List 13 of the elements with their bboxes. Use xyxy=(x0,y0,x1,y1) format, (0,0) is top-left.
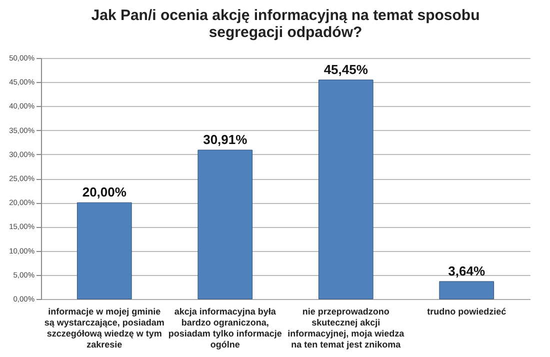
data-label: 20,00% xyxy=(82,184,127,200)
bar xyxy=(76,202,132,300)
x-tick-label: akcja informacyjna była bardzo ograniczona, posiadam tylko informacje ogólne xyxy=(168,306,282,350)
data-label: 30,91% xyxy=(203,132,248,148)
data-label: 45,45% xyxy=(324,62,368,77)
bar xyxy=(198,150,253,300)
bar xyxy=(439,281,494,300)
chart-title: Jak Pan/i ocenia akcję informacyjną na temat sposobu segregacji odpadów? xyxy=(91,7,480,41)
data-label: 3,64% xyxy=(448,263,486,278)
x-tick-label: trudno powiedzieć xyxy=(427,306,506,316)
bar xyxy=(318,80,374,300)
x-tick-label: informacje w mojej gminie są wystarczające, posiadam szczegółową wiedzę w tym zakresie xyxy=(44,306,164,350)
x-tick-label: nie przeprowadzono skutecznej akcji informacyjnej, moja wiedza na ten temat jest znikoma xyxy=(288,306,406,350)
